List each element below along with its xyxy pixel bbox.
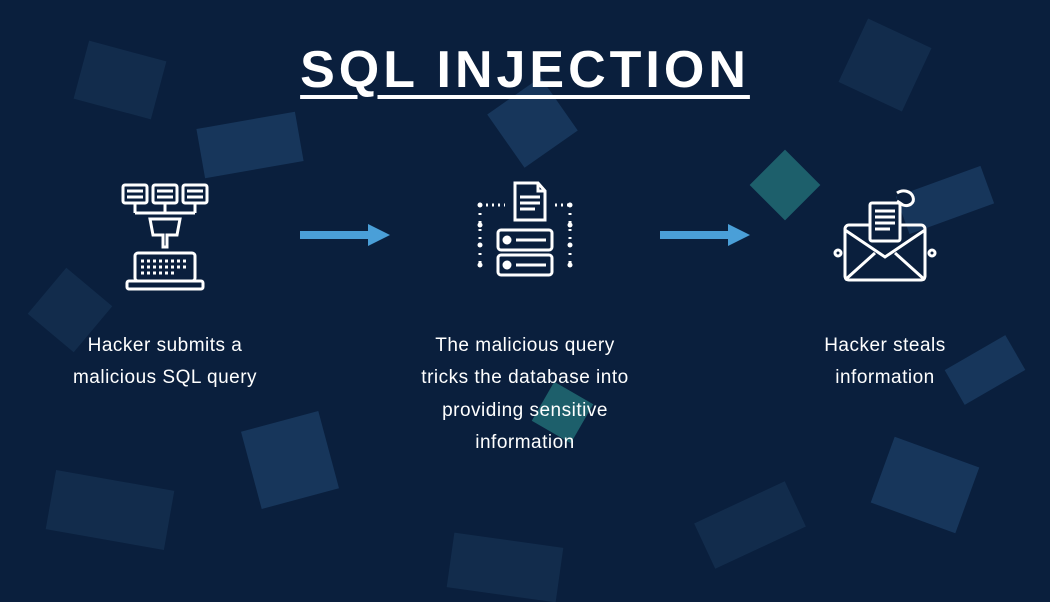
arrow-1 — [300, 170, 390, 300]
step-2-caption: The malicious query tricks the database … — [420, 330, 630, 459]
step-1: Hacker submits a malicious SQL query — [60, 170, 270, 395]
mail-steal-icon — [825, 170, 945, 300]
flow-diagram: Hacker submits a malicious SQL query — [0, 170, 1050, 459]
step-3-caption: Hacker steals information — [780, 330, 990, 395]
step-2: The malicious query tricks the database … — [420, 170, 630, 459]
database-inject-icon — [105, 170, 225, 300]
step-3: Hacker steals information — [780, 170, 990, 395]
arrow-2 — [660, 170, 750, 300]
step-1-caption: Hacker submits a malicious SQL query — [60, 330, 270, 395]
server-query-icon — [460, 170, 590, 300]
page-title: SQL INJECTION — [300, 40, 750, 100]
